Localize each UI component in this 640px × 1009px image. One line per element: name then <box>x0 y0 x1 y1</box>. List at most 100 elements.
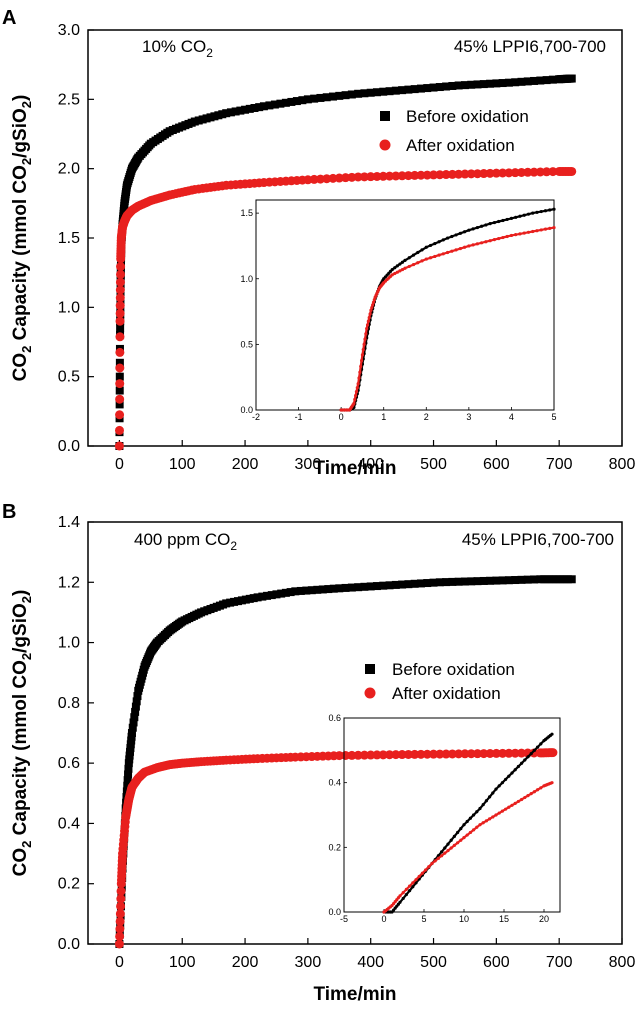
data-point <box>281 588 290 597</box>
inset-data-point <box>365 327 369 331</box>
y-tick-label: 2.0 <box>58 161 80 178</box>
inset-data-point <box>364 332 368 336</box>
inset-data-point <box>481 803 485 807</box>
panel-b-legend-marker-after <box>364 687 376 699</box>
data-point <box>307 586 316 595</box>
panel-a-series <box>114 74 577 451</box>
y-tick-label: 1.4 <box>58 514 80 531</box>
data-point <box>479 169 489 179</box>
x-tick-label: 200 <box>232 954 259 971</box>
data-point <box>398 86 407 95</box>
inset-data-point <box>475 242 479 246</box>
y-tick-label: 1.2 <box>58 574 80 591</box>
inset-data-point <box>548 226 552 230</box>
data-point <box>287 97 296 106</box>
x-tick-label: 100 <box>169 954 196 971</box>
data-point <box>410 170 420 180</box>
inset-x-tick-label: 20 <box>539 914 549 924</box>
inset-data-point <box>488 239 492 243</box>
data-point <box>347 90 356 99</box>
inset-data-point <box>529 751 533 756</box>
data-point <box>353 750 363 760</box>
inset-x-tick-label: 1 <box>381 412 386 422</box>
inset-data-point <box>427 865 431 869</box>
inset-data-point <box>531 229 535 234</box>
data-point <box>404 580 413 589</box>
data-point <box>116 269 126 279</box>
inset-data-point <box>492 238 496 242</box>
inset-data-point <box>398 900 402 904</box>
data-point <box>385 171 395 181</box>
inset-data-point <box>367 316 371 320</box>
inset-data-point <box>488 817 492 821</box>
inset-data-point <box>507 805 511 809</box>
inset-data-point <box>416 250 420 255</box>
data-point <box>115 400 124 409</box>
inset-data-point <box>501 235 505 240</box>
data-point <box>114 939 124 949</box>
inset-data-point <box>437 253 441 257</box>
inset-data-point <box>353 397 357 402</box>
inset-data-point <box>484 819 488 823</box>
data-point <box>530 575 539 584</box>
inset-data-point <box>359 359 364 363</box>
inset-data-point <box>543 227 548 231</box>
data-point <box>115 308 125 318</box>
data-point <box>115 301 125 311</box>
inset-data-point <box>433 254 437 259</box>
data-point <box>435 578 444 587</box>
panel-a-legend-marker-before <box>380 111 390 121</box>
data-point <box>259 102 268 111</box>
data-point <box>296 586 305 595</box>
data-point <box>267 591 276 600</box>
inset-data-point <box>404 892 408 897</box>
panel-b-sample-annotation: 45% LPPI6,700-700 <box>462 530 614 549</box>
data-point <box>442 578 451 587</box>
inset-x-tick-label: 5 <box>551 412 556 422</box>
inset-data-point <box>459 826 463 831</box>
inset-data-point <box>550 732 554 736</box>
data-point <box>318 585 327 594</box>
data-point <box>385 87 394 96</box>
inset-data-point <box>514 215 518 219</box>
inset-data-point <box>398 269 402 273</box>
inset-data-point <box>529 792 533 796</box>
data-point <box>286 588 295 597</box>
inset-data-point <box>492 220 496 225</box>
data-point <box>466 749 476 759</box>
inset-data-point <box>407 256 411 260</box>
inset-data-point <box>424 245 428 249</box>
data-point <box>435 83 444 92</box>
inset-y-tick-label: 0.0 <box>328 907 341 917</box>
inset-x-tick-label: 15 <box>499 914 509 924</box>
data-point <box>115 909 125 919</box>
data-point <box>448 577 457 586</box>
data-point <box>410 749 420 759</box>
inset-data-point <box>504 807 508 811</box>
series-after-oxidation <box>114 166 577 451</box>
data-point <box>115 347 125 357</box>
inset-data-point <box>467 244 471 248</box>
inset-data-point <box>445 250 450 255</box>
panel-b-legend-after: After oxidation <box>392 684 501 703</box>
inset-data-point <box>411 262 416 267</box>
panel-b-inset-series <box>382 732 554 914</box>
data-point <box>398 580 407 589</box>
inset-data-point <box>520 761 524 765</box>
data-point <box>567 575 576 584</box>
inset-data-point <box>500 781 504 785</box>
data-point <box>454 169 464 179</box>
data-point <box>372 750 382 760</box>
inset-data-point <box>491 791 495 795</box>
data-point <box>366 582 375 591</box>
data-point <box>391 750 401 760</box>
inset-data-point <box>494 813 498 817</box>
data-point <box>529 748 539 758</box>
inset-data-point <box>552 225 556 230</box>
data-point <box>292 97 301 106</box>
y-tick-label: 1.5 <box>58 230 80 247</box>
inset-data-point <box>449 838 453 842</box>
y-tick-label: 0.0 <box>58 438 80 455</box>
data-point <box>467 80 476 89</box>
data-point <box>132 697 141 706</box>
